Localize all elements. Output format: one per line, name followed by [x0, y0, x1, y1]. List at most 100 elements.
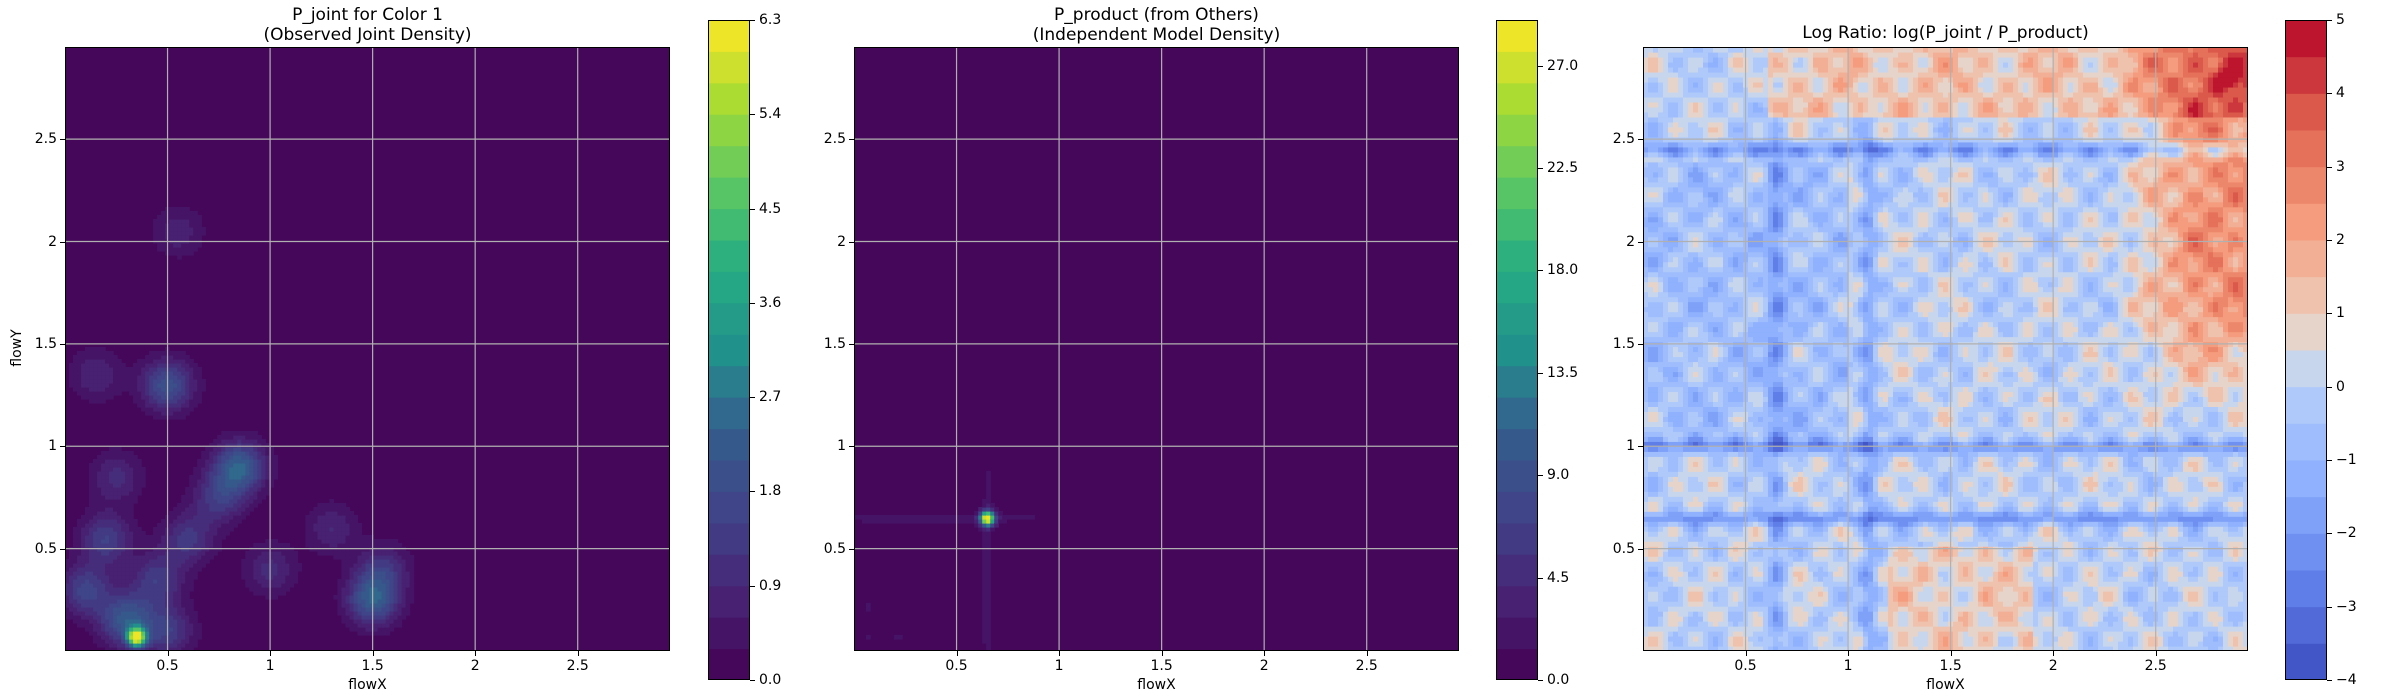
x-tick-mark [1059, 651, 1061, 656]
x-tick-label: 2.5 [1355, 658, 1378, 674]
chart-title-line: (Observed Joint Density) [263, 25, 472, 45]
y-tick-label: 1 [48, 438, 57, 455]
colorbar-tick-mark [2327, 93, 2332, 95]
colorbar-level [2285, 166, 2327, 204]
x-tick-mark [2155, 651, 2157, 656]
x-tick-label: 2 [1259, 658, 1269, 674]
x-tick-label: 1.5 [1939, 658, 1962, 674]
y-tick-label: 1.5 [823, 335, 846, 352]
y-tick-mark [60, 446, 65, 448]
chart-title-line: (Independent Model Density) [1032, 25, 1281, 45]
colorbar-tick-mark [750, 680, 755, 681]
x-tick-mark [1745, 651, 1747, 656]
colorbar-tick-mark [2327, 533, 2332, 535]
colorbar-level [1496, 460, 1538, 492]
y-axis-label: flowY [9, 329, 25, 367]
colorbar-level [2285, 93, 2327, 131]
x-tick-mark [475, 651, 477, 656]
axes-frame [854, 47, 1459, 651]
colorbar-level [708, 82, 750, 115]
colorbar-level [708, 648, 750, 680]
colorbar-tick-label: 3 [2336, 158, 2345, 175]
y-tick-mark [849, 446, 854, 448]
colorbar-level [1496, 20, 1538, 52]
plot-background [854, 47, 1459, 651]
chart-title-line: P_joint for Color 1 [292, 5, 443, 25]
colorbar-level [2285, 496, 2327, 534]
colorbar-level [708, 428, 750, 461]
heatmap-plot-2 [854, 47, 1459, 651]
x-tick-label: 2 [2048, 658, 2058, 674]
colorbar-level [2285, 130, 2327, 168]
colorbar-tick-mark [750, 114, 755, 116]
y-tick-mark [1638, 139, 1643, 141]
colorbar-level [708, 617, 750, 650]
x-tick-label: 1 [1843, 658, 1853, 674]
x-tick-mark [1366, 651, 1368, 656]
y-tick-mark [1638, 343, 1643, 345]
colorbar-level [1496, 491, 1538, 524]
colorbar-tick-mark [2327, 460, 2332, 461]
density-cells [65, 207, 415, 651]
colorbar-tick-label: 2 [2336, 232, 2345, 248]
colorbar-level [2285, 20, 2327, 58]
grid-lines [1643, 47, 2248, 651]
colorbar-tick-mark [1538, 680, 1543, 681]
colorbar-tick-mark [2327, 240, 2332, 241]
y-tick-mark [60, 241, 65, 243]
colorbar-level [1496, 51, 1538, 84]
density-cells [1643, 47, 2248, 651]
colorbar-tick-label: 0.9 [759, 577, 782, 594]
y-tick-label: 2.5 [1612, 131, 1635, 148]
colorbar-level [708, 208, 750, 241]
colorbar-tick-label: 9.0 [1547, 467, 1570, 484]
x-tick-mark [577, 651, 579, 656]
y-tick-mark [849, 548, 854, 550]
y-tick-label: 0.5 [1612, 540, 1635, 557]
colorbar-level [1496, 585, 1538, 618]
colorbar-level [2285, 460, 2327, 498]
x-tick-mark [2053, 651, 2055, 656]
y-tick-mark [60, 548, 65, 550]
chart-title: Log Ratio: log(P_joint / P_product) [1802, 23, 2089, 43]
colorbar-tick-label: 22.5 [1547, 159, 1579, 176]
colorbar-tick-label: −3 [2336, 598, 2357, 615]
colorbar-level [2285, 643, 2327, 680]
colorbar-level [708, 271, 750, 304]
colorbar-level [2285, 386, 2327, 424]
x-tick-mark [270, 651, 272, 656]
colorbar-frame [1496, 20, 1538, 680]
heatmap-plot-1 [65, 47, 670, 651]
colorbar-level [1496, 522, 1538, 555]
y-tick-mark [1638, 446, 1643, 448]
colorbar-level [708, 334, 750, 367]
colorbar-tick-mark [1538, 270, 1543, 272]
x-tick-mark [1848, 651, 1850, 656]
x-tick-mark [372, 651, 374, 656]
colorbar-level [708, 177, 750, 210]
colorbar-tick-mark [2327, 680, 2332, 681]
grid-lines [65, 47, 670, 651]
x-tick-label: 2.5 [2144, 658, 2167, 674]
colorbar-level [2285, 276, 2327, 314]
colorbar-tick-mark [750, 491, 755, 493]
x-tick-mark [167, 651, 169, 656]
colorbar-tick-mark [2327, 20, 2332, 21]
y-tick-label: 2 [1626, 233, 1635, 250]
chart-title: P_joint for Color 1 (Observed Joint Densi… [65, 5, 670, 45]
density-cells [854, 471, 1035, 651]
colorbar-1 [708, 20, 750, 680]
y-tick-label: 1.5 [1612, 335, 1635, 352]
x-tick-label: 1 [1054, 658, 1064, 674]
colorbar-tick-mark [750, 397, 755, 399]
colorbar-level [1496, 365, 1538, 398]
chart-title: P_product (from Others) (Independent Mode… [854, 5, 1459, 45]
colorbar-level [1496, 208, 1538, 241]
colorbar-level [2285, 203, 2327, 241]
colorbar-tick-mark [1538, 167, 1543, 169]
colorbar-tick-mark [1538, 372, 1543, 374]
y-tick-mark [60, 343, 65, 345]
colorbar-tick-label: 0 [2336, 378, 2345, 395]
colorbar-level [2285, 56, 2327, 94]
colorbar-level [708, 491, 750, 524]
